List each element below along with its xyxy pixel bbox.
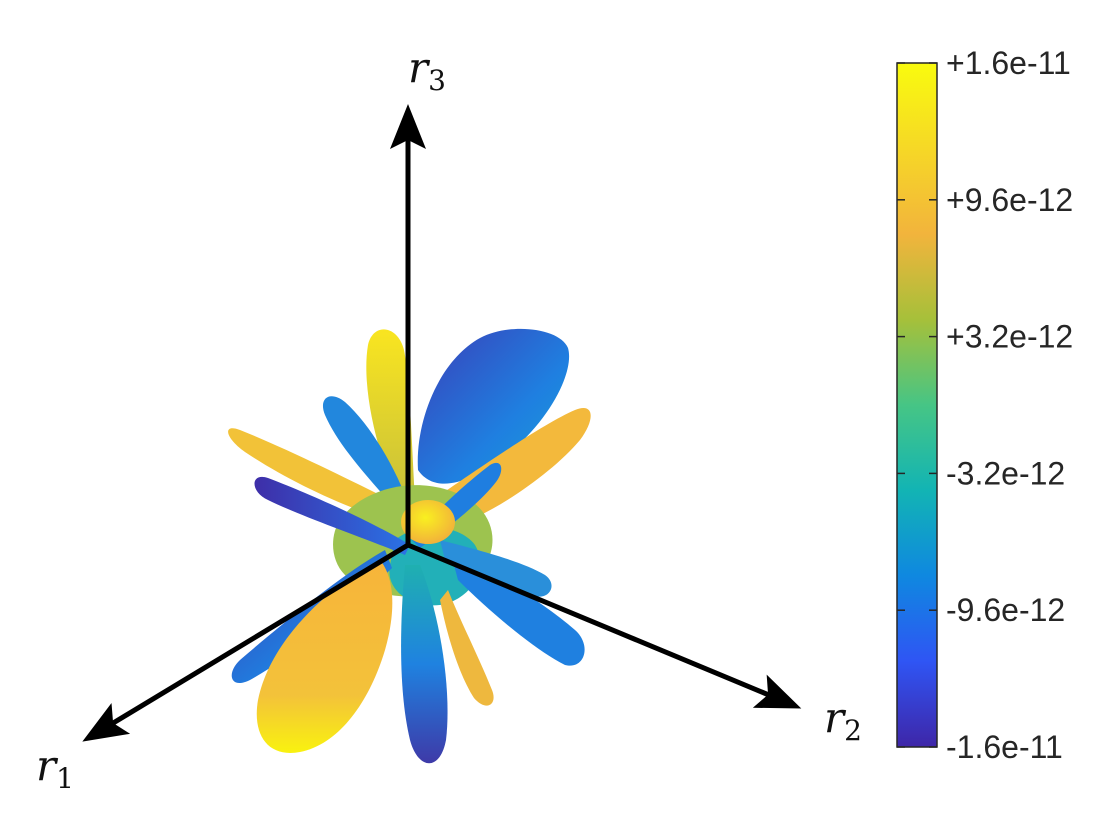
colorbar-ticks: +1.6e-11 +9.6e-12 +3.2e-12 -3.2e-12 -9.6e-12… [897, 45, 1073, 765]
axis-label-r3-sub: 3 [428, 64, 446, 97]
axis-label-r1-sub: 1 [56, 762, 74, 795]
lobe-front-down-blue [401, 565, 448, 764]
axis-label-r3-base: r [408, 43, 431, 92]
axis-label-r2: r2 [824, 693, 862, 747]
lobe-right-short-blue [440, 540, 552, 597]
axis-label-r1: r1 [36, 741, 74, 795]
axis-label-r3: r3 [408, 43, 446, 97]
colorbar-tick-label: -1.6e-11 [946, 729, 1063, 765]
axis-label-r2-base: r [824, 693, 847, 742]
coordinate-axes: r3 r1 r2 [36, 43, 862, 795]
axis-r2-arrow [407, 542, 802, 709]
lobe-back-left-yellow [228, 428, 400, 522]
axis-r1-arrow [82, 542, 410, 742]
colorbar-tick-label: +9.6e-12 [946, 182, 1073, 218]
central-sphere [401, 500, 455, 544]
lobe-front-big-orange [256, 560, 393, 753]
colorbar-tick-label: +1.6e-11 [946, 45, 1071, 81]
colorbar-tick-label: -3.2e-12 [946, 455, 1065, 491]
lobe-left-slender-indigo [254, 476, 410, 555]
colorbar-tick-label: -9.6e-12 [946, 592, 1065, 628]
lobe-lower-right-orange [440, 590, 494, 706]
surface-plot [228, 328, 591, 764]
colorbar-gradient [896, 62, 938, 748]
colorbar-tick-label: +3.2e-12 [946, 319, 1073, 355]
axis-label-r1-base: r [36, 741, 59, 790]
colorbar: +1.6e-11 +9.6e-12 +3.2e-12 -3.2e-12 -9.6e-12… [896, 45, 1073, 765]
axis-label-r2-sub: 2 [844, 714, 862, 747]
lobe-back-upper-right-blue [417, 328, 570, 484]
lobe-back-upper-yellow [366, 329, 415, 500]
